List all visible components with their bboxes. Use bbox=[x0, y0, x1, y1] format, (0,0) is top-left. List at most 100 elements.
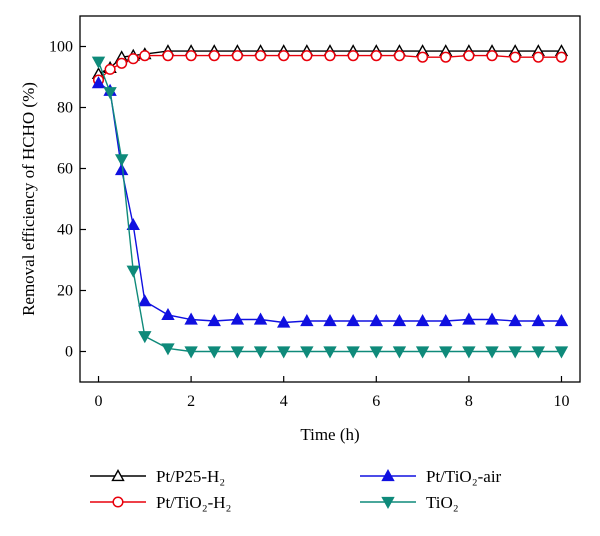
series bbox=[91, 56, 569, 359]
data-point bbox=[462, 346, 476, 359]
x-tick-label: 0 bbox=[95, 393, 103, 410]
data-point bbox=[346, 314, 360, 327]
data-point bbox=[139, 50, 151, 62]
data-point bbox=[253, 346, 268, 359]
data-point bbox=[114, 163, 129, 176]
y-tick-label: 0 bbox=[65, 344, 73, 361]
data-point bbox=[415, 314, 430, 327]
data-point bbox=[369, 346, 383, 359]
legend-item: Pt/TiO₂-air bbox=[360, 467, 502, 486]
data-point bbox=[554, 346, 569, 359]
legend-label: Pt/TiO₂-H₂ bbox=[156, 493, 231, 512]
x-tick-label: 2 bbox=[187, 393, 195, 410]
data-point bbox=[255, 50, 267, 62]
y-tick-label: 40 bbox=[57, 222, 73, 239]
legend-item: Pt/TiO₂-H₂ bbox=[90, 493, 231, 512]
data-point bbox=[346, 346, 360, 359]
data-point bbox=[439, 314, 453, 327]
data-point bbox=[508, 346, 522, 359]
data-point bbox=[347, 50, 359, 62]
x-axis-label: Time (h) bbox=[300, 425, 359, 444]
data-point bbox=[104, 63, 116, 75]
data-point bbox=[231, 50, 243, 62]
data-point bbox=[323, 346, 337, 359]
data-point bbox=[138, 294, 152, 307]
data-point bbox=[208, 50, 220, 62]
series-line bbox=[98, 82, 562, 324]
data-point bbox=[509, 51, 521, 63]
data-point bbox=[184, 346, 198, 359]
data-point bbox=[161, 307, 175, 320]
data-point bbox=[277, 315, 291, 328]
data-point bbox=[392, 314, 407, 327]
data-point bbox=[116, 57, 128, 69]
x-axis-ticks: 0 2 4 6 8 10 bbox=[95, 376, 569, 410]
x-tick-label: 8 bbox=[465, 393, 473, 410]
y-axis-label: Removal efficiency of HCHO (%) bbox=[19, 82, 38, 316]
data-point bbox=[463, 50, 475, 62]
data-point bbox=[508, 314, 522, 327]
data-point bbox=[415, 346, 430, 359]
data-point bbox=[253, 312, 268, 325]
legend-label: Pt/P25-H₂ bbox=[156, 467, 225, 486]
data-point bbox=[161, 343, 175, 356]
series bbox=[91, 76, 569, 328]
legend: Pt/P25-H₂ Pt/TiO₂-H₂ Pt/TiO₂-air TiO₂ bbox=[90, 467, 502, 512]
data-point bbox=[381, 469, 395, 482]
data-point bbox=[126, 265, 140, 278]
data-point bbox=[392, 346, 407, 359]
data-point bbox=[91, 76, 106, 89]
x-tick-label: 10 bbox=[553, 393, 569, 410]
data-point bbox=[439, 346, 453, 359]
data-point bbox=[126, 217, 140, 231]
data-point bbox=[369, 314, 383, 327]
y-tick-label: 100 bbox=[49, 39, 73, 56]
data-point bbox=[440, 51, 452, 63]
data-point bbox=[555, 51, 568, 63]
series bbox=[92, 50, 568, 86]
legend-label: TiO₂ bbox=[426, 493, 459, 512]
y-tick-label: 80 bbox=[57, 100, 73, 117]
data-point bbox=[111, 469, 125, 482]
data-point bbox=[531, 314, 546, 327]
data-point bbox=[277, 346, 291, 359]
data-point bbox=[485, 346, 499, 359]
y-tick-label: 60 bbox=[57, 161, 73, 178]
data-point bbox=[485, 312, 499, 325]
data-point bbox=[91, 56, 106, 69]
data-point bbox=[554, 314, 569, 327]
legend-label: Pt/TiO₂-air bbox=[426, 467, 502, 486]
data-point bbox=[103, 87, 117, 100]
data-point bbox=[300, 314, 314, 327]
x-tick-label: 4 bbox=[280, 393, 288, 410]
data-point bbox=[207, 314, 221, 327]
data-point bbox=[301, 50, 313, 62]
data-point bbox=[532, 51, 544, 63]
plot-frame bbox=[79, 15, 581, 383]
data-point bbox=[323, 314, 337, 327]
data-point bbox=[417, 51, 429, 63]
data-point bbox=[138, 331, 152, 344]
data-point bbox=[324, 50, 336, 62]
data-point bbox=[114, 154, 129, 167]
data-point bbox=[230, 346, 245, 359]
data-point bbox=[486, 50, 498, 62]
legend-item: Pt/P25-H₂ bbox=[90, 467, 225, 486]
data-point bbox=[162, 50, 174, 62]
data-point bbox=[184, 312, 198, 325]
data-point bbox=[462, 312, 476, 325]
data-point bbox=[300, 346, 314, 359]
series-layer bbox=[91, 44, 569, 359]
data-point bbox=[531, 346, 546, 359]
data-point bbox=[393, 50, 405, 62]
x-tick-label: 6 bbox=[372, 393, 380, 410]
data-point bbox=[207, 346, 221, 359]
data-point bbox=[112, 496, 124, 508]
data-point bbox=[127, 53, 139, 65]
y-tick-label: 20 bbox=[57, 283, 73, 300]
legend-item: TiO₂ bbox=[360, 493, 459, 512]
data-point bbox=[381, 496, 395, 509]
data-point bbox=[185, 50, 197, 62]
y-axis-ticks: 0 20 40 60 80 100 bbox=[49, 39, 86, 361]
